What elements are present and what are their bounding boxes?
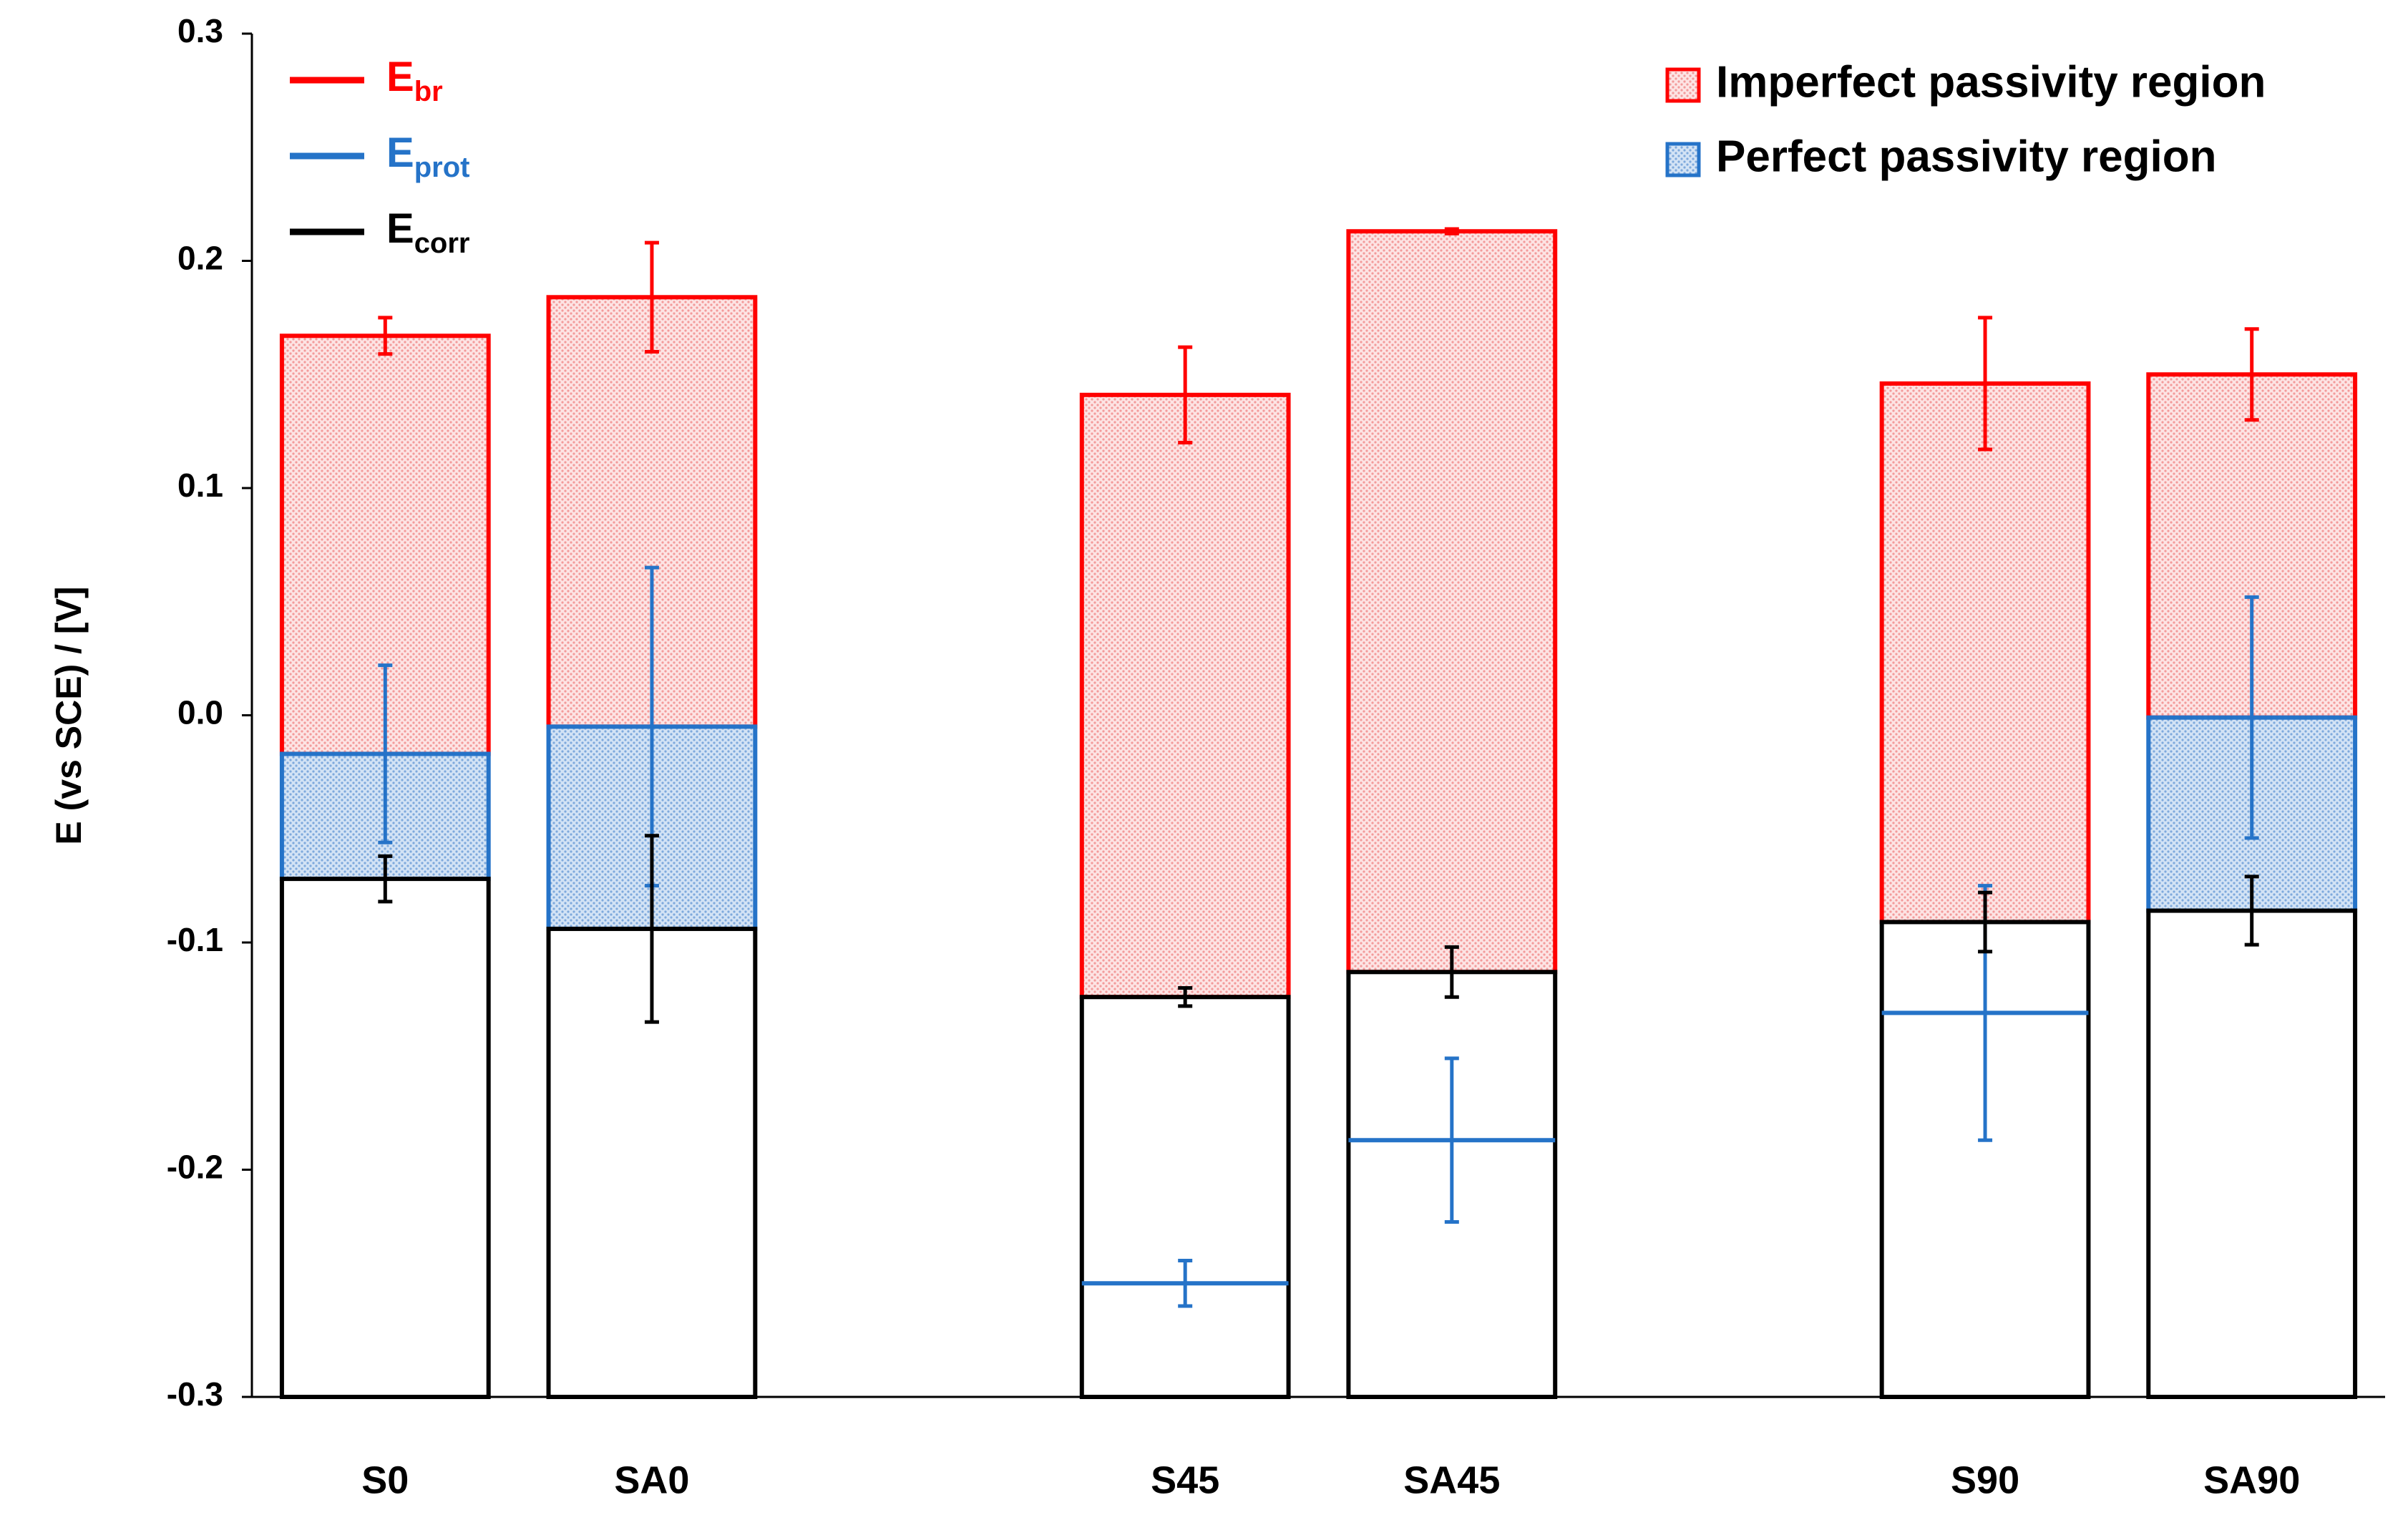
y-axis-label: E (vs SCE) / [V] xyxy=(49,586,89,844)
legend-label-main: E xyxy=(386,205,414,252)
y-tick-label: 0.1 xyxy=(177,467,223,504)
y-tick-label: 0.0 xyxy=(177,694,223,731)
legend-label: Perfect passivity region xyxy=(1716,132,2217,181)
corrosion-bar xyxy=(2146,908,2358,1400)
legend-swatch xyxy=(1665,142,1701,177)
x-tick-label: S45 xyxy=(1151,1458,1219,1501)
corrosion-bar xyxy=(1079,995,1291,1399)
y-tick-label: -0.1 xyxy=(167,921,223,958)
legend-label-sub: br xyxy=(414,76,443,107)
legend-label: Eprot xyxy=(386,130,469,182)
x-tick-label: SA0 xyxy=(614,1458,689,1501)
x-tick-label: S0 xyxy=(361,1458,409,1501)
legend-label: Ebr xyxy=(386,54,443,107)
x-tick-label: S90 xyxy=(1951,1458,2019,1501)
legend-label: Imperfect passivity region xyxy=(1716,57,2266,107)
imperfect-region xyxy=(1079,392,1291,1000)
legend-label-sub: prot xyxy=(414,152,470,183)
legend-label: Ecorr xyxy=(386,205,470,258)
y-tick-label: -0.3 xyxy=(167,1375,223,1413)
y-tick-label: -0.2 xyxy=(167,1149,223,1186)
corrosion-bar xyxy=(279,877,491,1399)
x-tick-label: SA90 xyxy=(2203,1458,2300,1501)
y-tick-label: 0.3 xyxy=(177,12,223,49)
legend-label-sub: corr xyxy=(414,228,470,259)
imperfect-region xyxy=(1879,381,2091,925)
x-tick-label: SA45 xyxy=(1403,1458,1500,1501)
legend-swatch xyxy=(1665,67,1701,103)
legend-label-main: E xyxy=(386,130,414,176)
legend-label-main: E xyxy=(386,54,414,100)
imperfect-region xyxy=(1346,229,1558,975)
y-tick-label: 0.2 xyxy=(177,240,223,277)
